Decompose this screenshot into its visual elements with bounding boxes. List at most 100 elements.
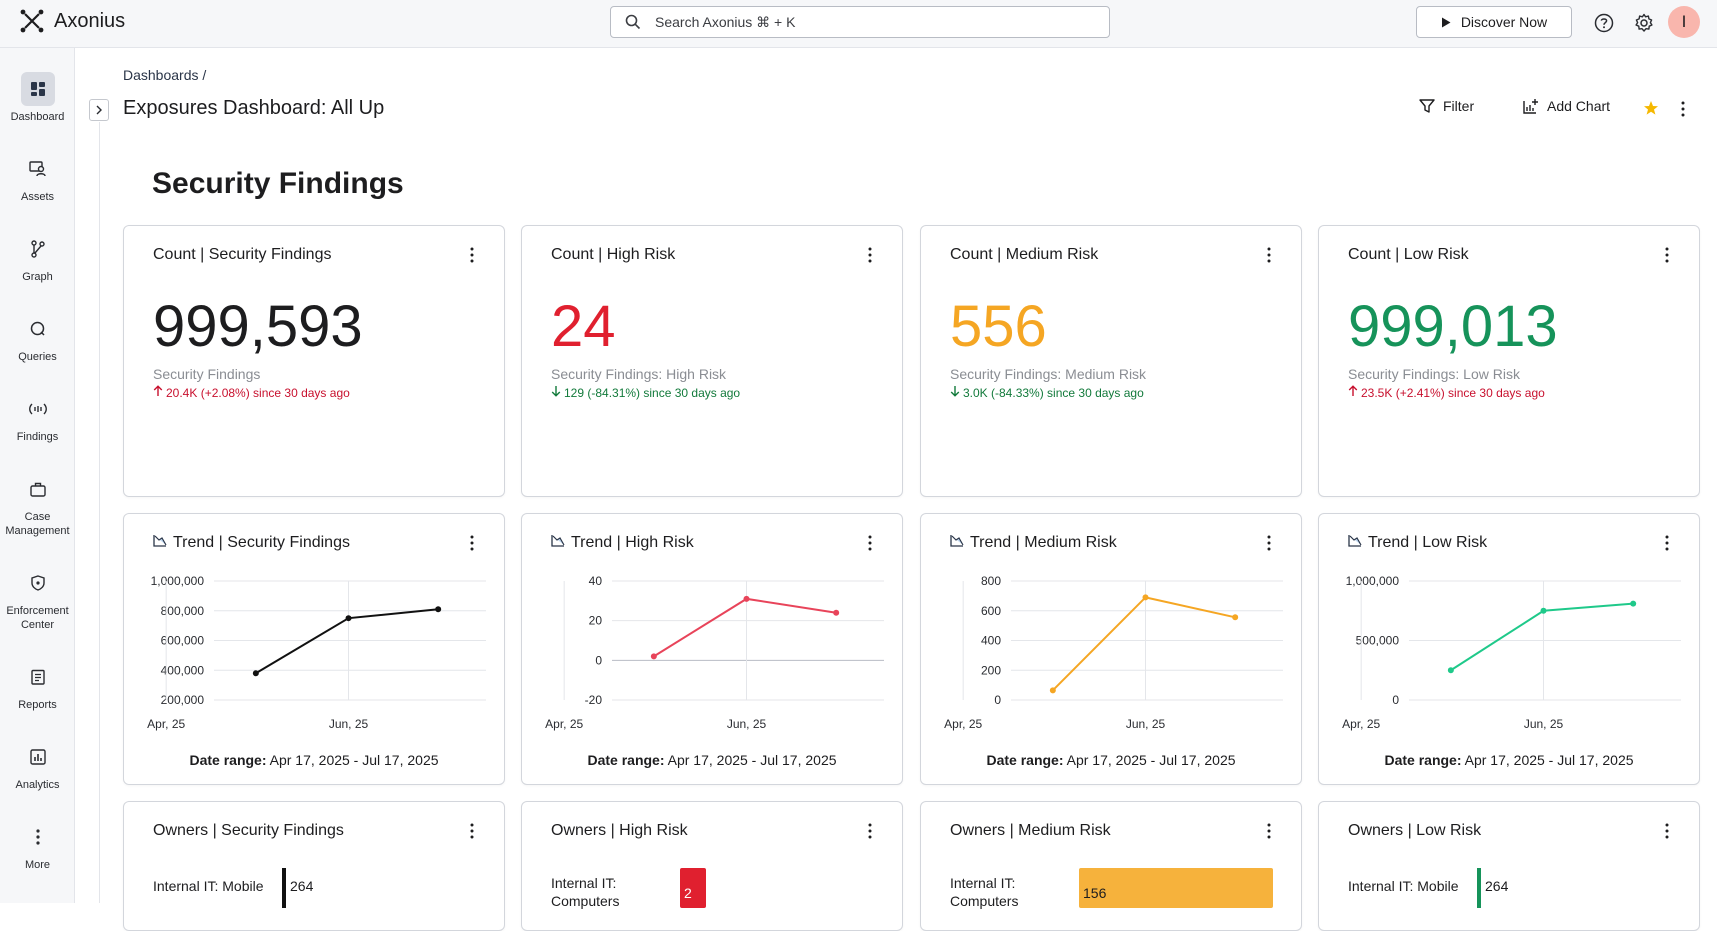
card-menu-icon[interactable] bbox=[1265, 534, 1273, 552]
sidebar-item-graph[interactable]: Graph bbox=[0, 232, 75, 284]
data-point bbox=[833, 609, 840, 616]
star-icon[interactable] bbox=[1643, 100, 1659, 116]
filter-icon bbox=[1419, 99, 1435, 113]
trend-card[interactable]: Trend | Security Findings 200,000 400,000 6… bbox=[123, 513, 505, 785]
data-point bbox=[1630, 600, 1637, 607]
page-title: Exposures Dashboard: All Up bbox=[123, 97, 385, 119]
trend-chart: 0 200 400 600 800 Apr, 25 Jun, 25 bbox=[944, 574, 1283, 731]
trend-chart: 200,000 400,000 600,000 800,000 1,000,000 Apr… bbox=[147, 574, 486, 731]
count-card[interactable]: Count | High Risk 24 Security Findings: Hi… bbox=[521, 225, 903, 497]
axonius-logo[interactable]: Axonius bbox=[20, 9, 125, 33]
card-menu-icon[interactable] bbox=[1265, 246, 1273, 264]
card-menu-icon[interactable] bbox=[468, 822, 476, 840]
card-title-row: Trend | High Risk bbox=[551, 534, 694, 552]
more-icon bbox=[21, 820, 55, 854]
section-title: Security Findings bbox=[152, 167, 404, 200]
sidebar-item-reports[interactable]: Reports bbox=[0, 660, 75, 712]
count-card[interactable]: Count | Low Risk 999,013 Security Findings… bbox=[1318, 225, 1700, 497]
data-point bbox=[1049, 687, 1056, 694]
date-range-label: Date range: bbox=[986, 752, 1064, 768]
y-tick-label: 200 bbox=[981, 663, 1001, 677]
count-card[interactable]: Count | Medium Risk 556 Security Findings:… bbox=[920, 225, 1302, 497]
sidebar-label: Case Management bbox=[5, 511, 70, 537]
date-range-value: Apr 17, 2025 - Jul 17, 2025 bbox=[667, 752, 837, 768]
card-menu-icon[interactable] bbox=[1663, 246, 1671, 264]
owner-row-label: Internal IT: Mobile bbox=[1348, 878, 1459, 894]
y-tick-label: 200,000 bbox=[161, 693, 205, 707]
trend-chart-icon bbox=[551, 534, 565, 552]
y-tick-label: 0 bbox=[1392, 693, 1399, 707]
count-subtitle: Security Findings: Low Risk bbox=[1348, 366, 1520, 382]
x-tick-label: Jun, 25 bbox=[1524, 717, 1564, 731]
owners-card[interactable]: Owners | Medium Risk Internal IT: Compute… bbox=[920, 801, 1302, 931]
count-value: 999,593 bbox=[153, 294, 363, 359]
sidebar-label: Queries bbox=[18, 351, 57, 363]
sidebar-item-findings[interactable]: Findings bbox=[0, 392, 75, 444]
card-menu-icon[interactable] bbox=[866, 822, 874, 840]
card-menu-icon[interactable] bbox=[1663, 822, 1671, 840]
trend-card[interactable]: Trend | Medium Risk 0 200 400 600 800 Apr, 25 J… bbox=[920, 513, 1302, 785]
owner-bar[interactable] bbox=[1079, 868, 1273, 908]
card-menu-icon[interactable] bbox=[468, 534, 476, 552]
sidebar-item-enforcement-center[interactable]: Enforcement Center bbox=[0, 566, 75, 632]
search-input[interactable]: Search Axonius ⌘ + K bbox=[610, 6, 1110, 38]
gear-icon[interactable] bbox=[1633, 12, 1655, 34]
date-range: Date range: Apr 17, 2025 - Jul 17, 2025 bbox=[124, 752, 504, 768]
owners-card[interactable]: Owners | Security Findings Internal IT: M… bbox=[123, 801, 505, 931]
owners-card[interactable]: Owners | High Risk Internal IT: Computers… bbox=[521, 801, 903, 931]
sidebar-item-analytics[interactable]: Analytics bbox=[0, 740, 75, 792]
chevron-right-icon bbox=[96, 105, 102, 115]
data-point bbox=[1232, 614, 1239, 621]
owner-bar[interactable] bbox=[282, 868, 286, 908]
expand-panel-button[interactable] bbox=[89, 99, 109, 121]
arrow-down-icon bbox=[551, 385, 561, 400]
card-menu-icon[interactable] bbox=[1265, 822, 1273, 840]
sidebar-item-more[interactable]: More bbox=[0, 820, 75, 872]
owner-row-label: Internal IT: Mobile bbox=[153, 878, 264, 894]
arrow-down-icon bbox=[950, 385, 960, 400]
card-title: Owners | High Risk bbox=[551, 822, 688, 839]
filter-button[interactable]: Filter bbox=[1419, 98, 1474, 114]
count-card[interactable]: Count | Security Findings 999,593 Security… bbox=[123, 225, 505, 497]
card-title: Count | High Risk bbox=[551, 246, 676, 263]
user-avatar[interactable]: I bbox=[1668, 6, 1700, 38]
date-range-label: Date range: bbox=[587, 752, 665, 768]
add-chart-button[interactable]: Add Chart bbox=[1523, 98, 1610, 114]
delta-text: 3.0K (-84.33%) since 30 days ago bbox=[963, 385, 1144, 400]
card-title: Trend | Medium Risk bbox=[970, 534, 1117, 551]
trend-chart: 0 500,000 1,000,000 Apr, 25 Jun, 25 bbox=[1342, 574, 1681, 731]
filter-label: Filter bbox=[1443, 98, 1475, 114]
card-menu-icon[interactable] bbox=[866, 534, 874, 552]
trend-card[interactable]: Trend | Low Risk 0 500,000 1,000,000 Apr, 25… bbox=[1318, 513, 1700, 785]
sidebar-label: Dashboard bbox=[10, 111, 65, 123]
sidebar-item-dashboard[interactable]: Dashboard bbox=[0, 72, 75, 124]
card-title-row: Trend | Low Risk bbox=[1348, 534, 1487, 552]
x-tick-label: Jun, 25 bbox=[1126, 717, 1166, 731]
card-title: Count | Security Findings bbox=[153, 246, 332, 263]
card-title: Count | Low Risk bbox=[1348, 246, 1469, 263]
card-title-row: Trend | Security Findings bbox=[153, 534, 350, 552]
delta-text: 23.5K (+2.41%) since 30 days ago bbox=[1361, 385, 1545, 400]
sidebar-label: Graph bbox=[22, 271, 53, 283]
sidebar-item-case-management[interactable]: Case Management bbox=[0, 472, 75, 538]
sidebar-item-assets[interactable]: Assets bbox=[0, 152, 75, 204]
trend-card[interactable]: Trend | High Risk -20 0 20 40 Apr, 25 Jun, 25 D… bbox=[521, 513, 903, 785]
discover-now-button[interactable]: Discover Now bbox=[1416, 6, 1572, 38]
y-tick-label: 400 bbox=[981, 634, 1001, 648]
help-icon[interactable] bbox=[1593, 12, 1615, 34]
card-menu-icon[interactable] bbox=[468, 246, 476, 264]
card-menu-icon[interactable] bbox=[866, 246, 874, 264]
data-point bbox=[1540, 607, 1547, 614]
owner-bar[interactable] bbox=[680, 868, 706, 908]
series-line bbox=[1450, 602, 1634, 672]
owner-bar[interactable] bbox=[1477, 868, 1481, 908]
breadcrumb[interactable]: Dashboards / bbox=[123, 67, 207, 83]
axonius-logo-icon bbox=[20, 9, 44, 33]
graph-icon bbox=[21, 232, 55, 266]
card-menu-icon[interactable] bbox=[1663, 534, 1671, 552]
sidebar-item-queries[interactable]: Queries bbox=[0, 312, 75, 364]
trend-chart-icon bbox=[950, 534, 964, 552]
count-value: 556 bbox=[950, 294, 1047, 359]
page-more-icon[interactable] bbox=[1681, 101, 1685, 117]
owners-card[interactable]: Owners | Low Risk Internal IT: Mobile 264 bbox=[1318, 801, 1700, 931]
